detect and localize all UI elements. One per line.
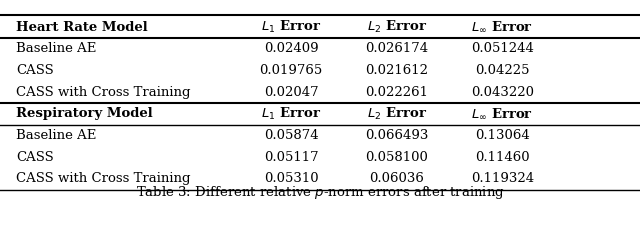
- Text: $L_2$ Error: $L_2$ Error: [367, 19, 427, 35]
- Text: 0.05117: 0.05117: [264, 151, 319, 164]
- Text: 0.02047: 0.02047: [264, 86, 319, 99]
- Text: 0.066493: 0.066493: [365, 129, 429, 142]
- Text: CASS with Cross Training: CASS with Cross Training: [16, 86, 191, 99]
- Text: 0.119324: 0.119324: [471, 172, 534, 185]
- Text: 0.043220: 0.043220: [471, 86, 534, 99]
- Text: 0.019765: 0.019765: [260, 64, 323, 77]
- Text: 0.051244: 0.051244: [471, 42, 534, 55]
- Text: 0.058100: 0.058100: [365, 151, 428, 164]
- Text: 0.05874: 0.05874: [264, 129, 319, 142]
- Text: 0.022261: 0.022261: [365, 86, 428, 99]
- Text: CASS: CASS: [16, 151, 54, 164]
- Text: 0.026174: 0.026174: [365, 42, 428, 55]
- Text: CASS: CASS: [16, 64, 54, 77]
- Text: Baseline AE: Baseline AE: [16, 129, 97, 142]
- Text: 0.05310: 0.05310: [264, 172, 319, 185]
- Text: Table 3: Different relative $p$-norm errors after training: Table 3: Different relative $p$-norm err…: [136, 184, 504, 201]
- Text: $L_{\infty}$ Error: $L_{\infty}$ Error: [472, 107, 533, 121]
- Text: $L_1$ Error: $L_1$ Error: [261, 106, 321, 122]
- Text: 0.11460: 0.11460: [475, 151, 530, 164]
- Text: Heart Rate Model: Heart Rate Model: [16, 21, 148, 34]
- Text: $L_{\infty}$ Error: $L_{\infty}$ Error: [472, 20, 533, 34]
- Text: 0.02409: 0.02409: [264, 42, 319, 55]
- Text: Baseline AE: Baseline AE: [16, 42, 97, 55]
- Text: Respiratory Model: Respiratory Model: [16, 107, 153, 120]
- Text: CASS with Cross Training: CASS with Cross Training: [16, 172, 191, 185]
- Text: 0.06036: 0.06036: [369, 172, 424, 185]
- Text: 0.04225: 0.04225: [475, 64, 530, 77]
- Text: $L_2$ Error: $L_2$ Error: [367, 106, 427, 122]
- Text: 0.13064: 0.13064: [475, 129, 530, 142]
- Text: $L_1$ Error: $L_1$ Error: [261, 19, 321, 35]
- Text: 0.021612: 0.021612: [365, 64, 428, 77]
